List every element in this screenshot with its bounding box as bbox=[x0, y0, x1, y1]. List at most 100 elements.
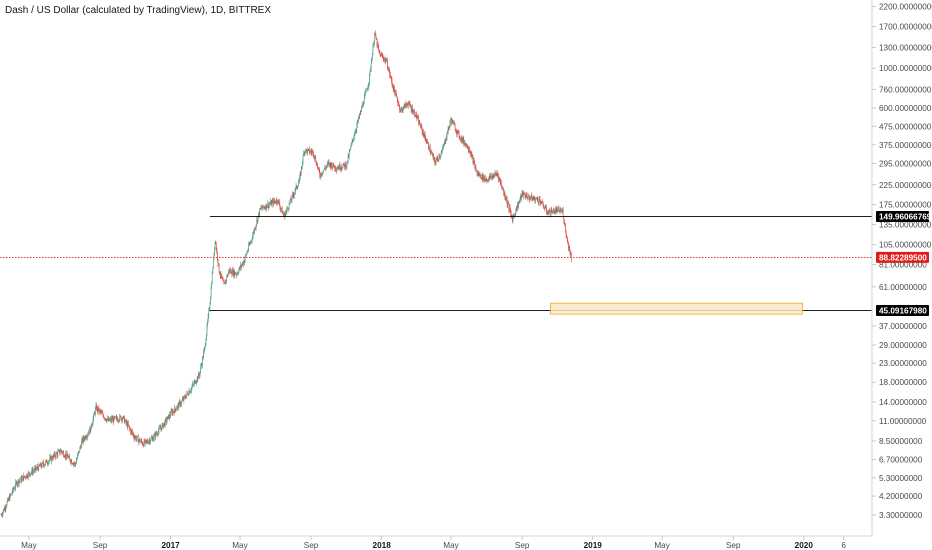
candle-body bbox=[370, 68, 371, 70]
candle-body bbox=[330, 164, 332, 168]
candle-body bbox=[213, 255, 215, 259]
candle-body bbox=[412, 112, 414, 114]
candle-body bbox=[151, 438, 152, 439]
candle-body bbox=[455, 130, 456, 132]
candle-body bbox=[430, 152, 432, 154]
candle-body bbox=[108, 418, 110, 421]
candle-body bbox=[124, 416, 125, 423]
candle-body bbox=[185, 397, 186, 399]
candle-body bbox=[305, 151, 306, 153]
candle-body bbox=[54, 453, 55, 456]
candle-body bbox=[436, 157, 438, 159]
candle-body bbox=[122, 418, 123, 421]
candle-body bbox=[427, 142, 428, 143]
candle-body bbox=[227, 274, 229, 277]
candle-body bbox=[239, 267, 241, 269]
candle-body bbox=[500, 181, 502, 184]
candle-body bbox=[51, 456, 52, 461]
candle-body bbox=[496, 173, 498, 175]
candle-body bbox=[263, 207, 264, 208]
candle-body bbox=[207, 321, 208, 325]
candle-body bbox=[34, 466, 36, 469]
candle-body bbox=[439, 156, 440, 158]
candle-body bbox=[141, 442, 143, 445]
candle-body bbox=[527, 197, 528, 199]
candle-body bbox=[442, 148, 443, 152]
candle-body bbox=[357, 121, 358, 126]
candle-body bbox=[555, 209, 557, 210]
candle-body bbox=[564, 221, 565, 225]
candle-body bbox=[311, 151, 313, 153]
candle-body bbox=[459, 137, 461, 139]
candle-body bbox=[478, 173, 480, 176]
candle-body bbox=[497, 173, 499, 176]
candle-body bbox=[425, 137, 426, 141]
candle-body bbox=[374, 33, 376, 41]
candle-body bbox=[407, 105, 408, 106]
candle-body bbox=[8, 497, 9, 501]
candle-body bbox=[28, 472, 30, 473]
candle-body bbox=[564, 224, 566, 225]
candle-body bbox=[225, 280, 227, 281]
candle-body bbox=[71, 460, 72, 464]
time-axis[interactable]: May Sep 2017 May Sep 2018 May Sep 2019 May Sep 2020… bbox=[21, 536, 846, 550]
candle-body bbox=[107, 418, 108, 420]
candle-body bbox=[300, 173, 301, 175]
candle-body bbox=[569, 251, 571, 255]
candle-body bbox=[76, 458, 78, 461]
candle-body bbox=[175, 409, 177, 411]
candle-body bbox=[304, 151, 306, 153]
price-axis[interactable]: 2200.00000000 1700.00000000 1300.00000000 1… bbox=[872, 2, 932, 520]
candle-body bbox=[553, 210, 555, 214]
candle-body bbox=[70, 460, 72, 463]
candle-body bbox=[549, 209, 550, 212]
candle-body bbox=[163, 422, 165, 425]
candle-body bbox=[506, 198, 508, 205]
candle-body bbox=[166, 418, 167, 422]
price-tick-label: 2200.00000000 bbox=[879, 2, 932, 11]
candle-body bbox=[284, 213, 286, 217]
candle-body bbox=[80, 446, 81, 448]
candle-body bbox=[159, 427, 160, 429]
candle-body bbox=[484, 177, 486, 180]
candle-body bbox=[159, 427, 161, 429]
candle-body bbox=[32, 470, 34, 474]
candle-body bbox=[137, 436, 139, 443]
candle-body bbox=[11, 493, 12, 495]
current-price-badge-bg bbox=[876, 251, 929, 263]
candle-body bbox=[379, 53, 381, 54]
candle-body bbox=[241, 264, 243, 267]
candle-body bbox=[121, 418, 123, 421]
candle-body bbox=[499, 177, 500, 180]
candle-body bbox=[360, 111, 362, 112]
candle-body bbox=[195, 382, 197, 384]
candle-body bbox=[560, 209, 561, 212]
candle-body bbox=[544, 207, 546, 209]
candle-body bbox=[6, 505, 7, 508]
candle-body bbox=[456, 131, 458, 134]
candle-body bbox=[297, 186, 299, 188]
candle-body bbox=[362, 103, 363, 108]
candle-body bbox=[68, 455, 70, 458]
candle-body bbox=[268, 203, 269, 208]
candle-body bbox=[329, 162, 330, 165]
candle-body bbox=[435, 160, 437, 164]
target-zone-rect[interactable] bbox=[550, 302, 804, 315]
candle-body bbox=[365, 92, 366, 94]
candle-body bbox=[210, 287, 212, 298]
candle-body bbox=[202, 357, 203, 366]
candle-body bbox=[251, 240, 252, 241]
candle-body bbox=[410, 107, 412, 111]
price-tick-label: 175.00000000 bbox=[879, 200, 932, 209]
candle-body bbox=[48, 460, 50, 462]
candle-body bbox=[507, 203, 509, 204]
candle-body bbox=[79, 447, 81, 452]
candle-body bbox=[487, 180, 489, 181]
candle-body bbox=[244, 255, 246, 260]
candle-body bbox=[303, 153, 304, 156]
candle-body bbox=[75, 463, 77, 465]
candle-body bbox=[202, 357, 204, 359]
candle-body bbox=[374, 33, 376, 34]
candle-body bbox=[408, 102, 410, 104]
